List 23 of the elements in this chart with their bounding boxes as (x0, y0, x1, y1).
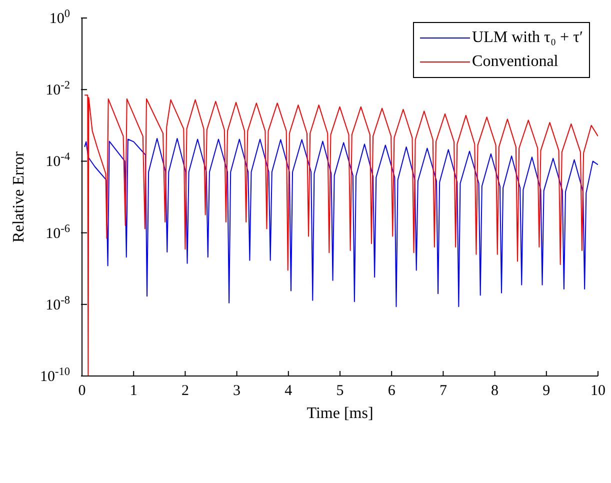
x-tick-label: 5 (336, 383, 344, 399)
x-tick-label: 3 (233, 383, 241, 399)
y-tick-label: 10$^{-6}$ (46, 222, 70, 242)
x-tick-label: 4 (284, 383, 293, 399)
x-tick-label: 7 (439, 383, 448, 399)
y-tick-label: 10$^{-10}$ (40, 366, 70, 385)
y-tick-label: 10$^{-4}$ (46, 151, 70, 170)
x-tick-label: 6 (388, 383, 396, 399)
y-tick-label: 10$^{-2}$ (46, 80, 70, 99)
line-series (84, 94, 598, 376)
x-tick-label: 0 (78, 383, 86, 399)
x-tick-label: 9 (542, 383, 550, 399)
y-tick-label: 10$^{0}$ (49, 8, 70, 27)
y-tick-label: 10$^{-8}$ (46, 294, 70, 314)
x-tick-label: 8 (491, 383, 499, 399)
x-tick-label: 2 (181, 383, 189, 399)
x-axis-title: Time [ms] (306, 405, 374, 422)
x-tick-label: 10 (590, 383, 606, 399)
line-series (84, 138, 598, 308)
y-axis-title: Relative Error (10, 150, 28, 243)
legend-label: ULM with τ₀ + τ′ (472, 29, 583, 47)
x-tick-label: 1 (130, 383, 138, 399)
legend-label: Conventional (472, 53, 558, 71)
